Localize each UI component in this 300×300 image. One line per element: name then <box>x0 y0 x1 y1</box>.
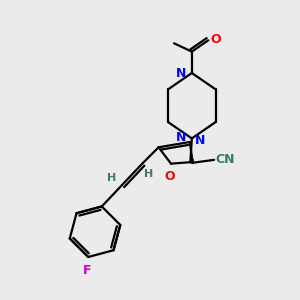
Text: N: N <box>195 134 206 147</box>
Text: N: N <box>176 131 187 144</box>
Text: F: F <box>82 263 91 277</box>
Text: N: N <box>176 67 187 80</box>
Text: O: O <box>211 33 221 46</box>
Text: O: O <box>164 170 175 183</box>
Text: H: H <box>144 169 153 179</box>
Text: CN: CN <box>216 153 235 166</box>
Text: H: H <box>107 173 117 183</box>
